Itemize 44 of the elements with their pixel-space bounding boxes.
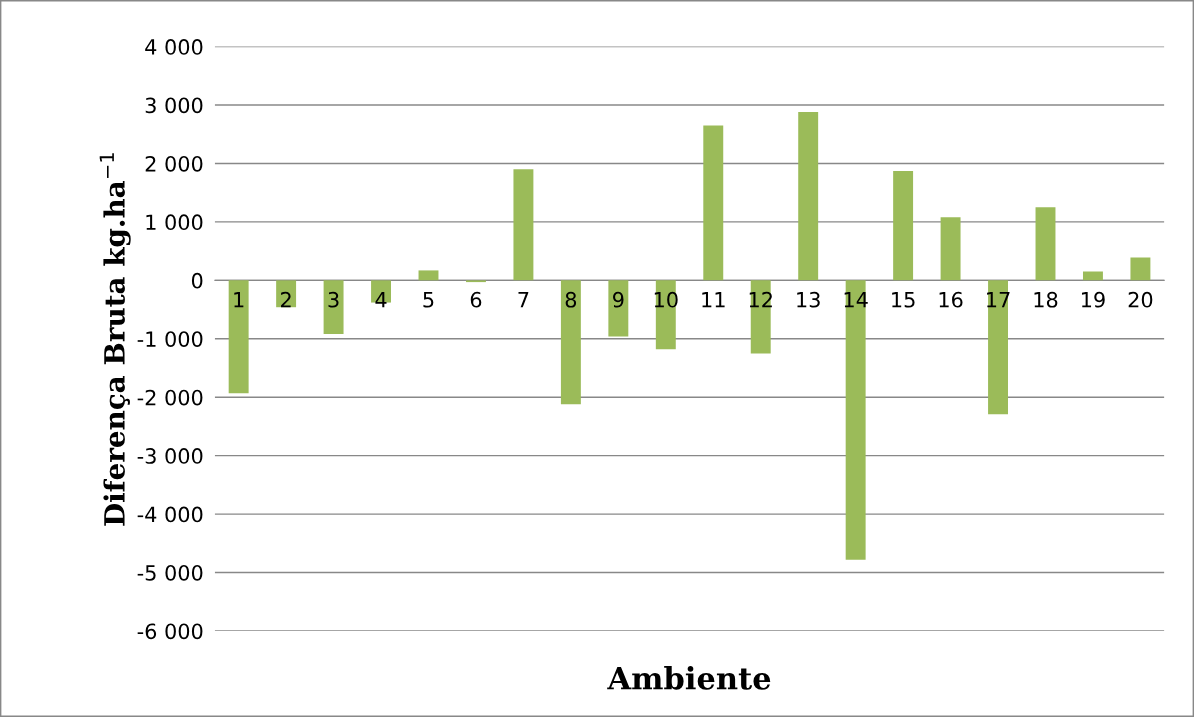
y-tick-label: 2 000 bbox=[145, 155, 203, 172]
bar bbox=[940, 217, 961, 281]
y-axis-title: Diferença Bruta kg.ha$^{−1}$ bbox=[99, 153, 131, 526]
bar bbox=[1035, 207, 1056, 281]
x-tick-label: 18 bbox=[1034, 291, 1058, 308]
bar bbox=[608, 280, 629, 337]
bar bbox=[798, 112, 819, 281]
y-tick-label: 0 bbox=[191, 272, 203, 289]
y-tick-label: -5 000 bbox=[137, 564, 203, 581]
x-tick-label: 15 bbox=[892, 292, 915, 308]
bar bbox=[513, 169, 534, 281]
bar bbox=[988, 280, 1008, 415]
y-tick-label: -2 000 bbox=[137, 389, 203, 406]
x-tick-label: 13 bbox=[797, 291, 820, 308]
bar bbox=[418, 270, 439, 281]
x-tick-label: 8 bbox=[565, 291, 577, 308]
bar bbox=[1130, 257, 1151, 281]
x-tick-label: 2 bbox=[281, 291, 291, 308]
y-tick-label: 4 000 bbox=[145, 39, 203, 55]
bar bbox=[276, 280, 297, 308]
y-tick-label: -4 000 bbox=[137, 506, 203, 523]
x-tick-label: 19 bbox=[1081, 291, 1105, 308]
y-tick-label: -1 000 bbox=[137, 331, 203, 347]
x-axis-title: Ambiente bbox=[607, 666, 771, 690]
x-tick-label: 6 bbox=[470, 291, 482, 308]
bar bbox=[228, 280, 249, 394]
x-tick-label: 9 bbox=[613, 291, 624, 308]
bar bbox=[845, 280, 866, 560]
bar bbox=[703, 125, 724, 281]
x-tick-label: 5 bbox=[423, 292, 434, 308]
y-tick-label: -6 000 bbox=[137, 623, 203, 640]
x-tick-label: 3 bbox=[328, 291, 339, 308]
y-tick-label: -3 000 bbox=[137, 448, 203, 464]
bar bbox=[560, 280, 581, 405]
y-tick-label: 3 000 bbox=[145, 97, 203, 114]
bar bbox=[323, 280, 344, 335]
x-tick-label: 1 bbox=[234, 292, 244, 308]
x-tick-label: 11 bbox=[702, 292, 725, 308]
y-tick-label: 1 000 bbox=[146, 214, 203, 231]
x-tick-label: 20 bbox=[1128, 291, 1153, 308]
x-tick-label: 7 bbox=[518, 292, 529, 308]
x-tick-label: 16 bbox=[939, 291, 963, 308]
bar bbox=[1082, 271, 1103, 281]
bar bbox=[893, 171, 914, 281]
